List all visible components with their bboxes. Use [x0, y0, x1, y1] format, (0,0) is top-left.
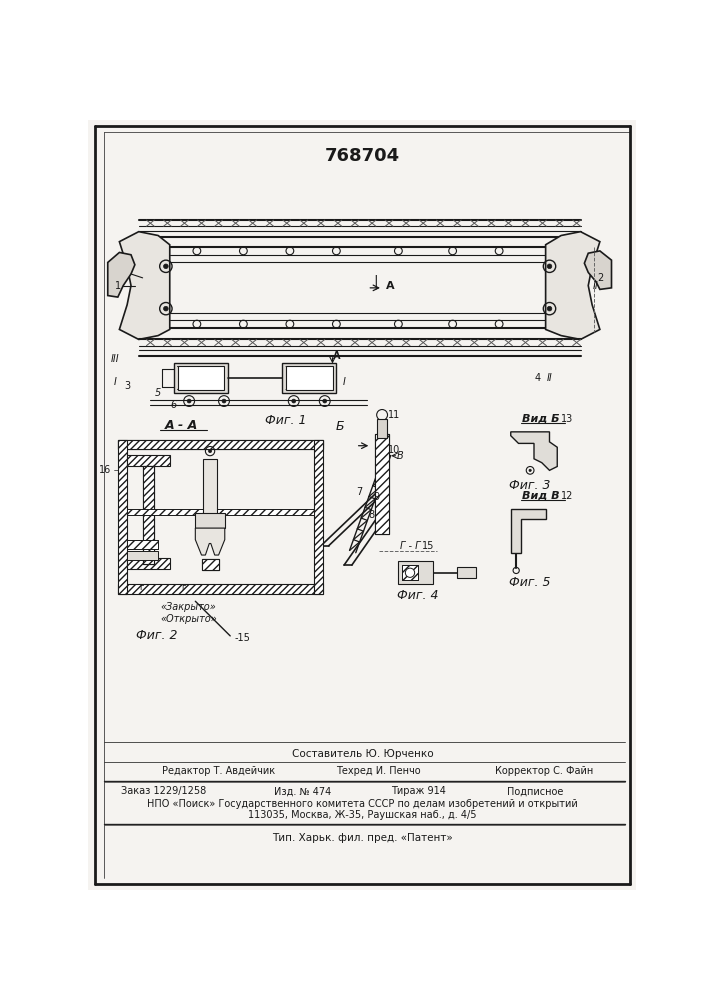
Polygon shape: [585, 251, 612, 289]
Text: НПО «Поиск» Государственного комитета СССР по делам изобретений и открытий: НПО «Поиск» Государственного комитета СС…: [147, 799, 578, 809]
Text: -15: -15: [234, 633, 250, 643]
Circle shape: [529, 469, 531, 472]
Text: 6: 6: [170, 400, 177, 410]
Bar: [118, 440, 323, 449]
Text: Корректор С. Файн: Корректор С. Файн: [495, 766, 593, 776]
Text: г: г: [182, 583, 186, 592]
Text: г: г: [139, 583, 144, 592]
Text: 1: 1: [115, 281, 121, 291]
Bar: [127, 455, 170, 466]
Bar: [118, 440, 127, 594]
Text: 12: 12: [561, 491, 573, 501]
Circle shape: [163, 306, 168, 311]
Text: |: |: [373, 274, 378, 289]
Text: Г - Г: Г - Г: [399, 541, 420, 551]
Text: 2: 2: [597, 273, 603, 283]
Text: I: I: [343, 377, 346, 387]
Bar: [201, 559, 218, 570]
Text: Редактор Т. Авдейчик: Редактор Т. Авдейчик: [162, 766, 275, 776]
Text: 16: 16: [100, 465, 112, 475]
Text: 11: 11: [388, 410, 401, 420]
Bar: [286, 366, 332, 389]
Text: 8: 8: [368, 510, 374, 520]
Polygon shape: [119, 232, 170, 339]
Bar: [457, 567, 476, 578]
Polygon shape: [107, 252, 135, 297]
Text: Фиг. 3: Фиг. 3: [509, 479, 551, 492]
Bar: [127, 551, 158, 560]
Text: 13: 13: [561, 414, 573, 424]
Bar: [378, 419, 387, 438]
Text: «Закрыто»: «Закрыто»: [160, 602, 216, 612]
Text: Фиг. 5: Фиг. 5: [509, 576, 551, 588]
Circle shape: [292, 399, 296, 403]
Text: 15: 15: [421, 541, 434, 551]
Polygon shape: [510, 432, 557, 470]
Bar: [174, 363, 228, 393]
Polygon shape: [546, 232, 600, 339]
Text: Составитель Ю. Юрченко: Составитель Ю. Юрченко: [292, 749, 433, 759]
Text: А - А: А - А: [164, 419, 197, 432]
Text: Тип. Харьк. фил. пред. «Патент»: Тип. Харьк. фил. пред. «Патент»: [272, 833, 453, 843]
Text: Подписное: Подписное: [507, 786, 563, 796]
Text: III: III: [111, 354, 119, 364]
Circle shape: [323, 399, 327, 403]
Text: A: A: [386, 281, 395, 291]
Text: 768704: 768704: [325, 147, 400, 165]
Polygon shape: [510, 509, 546, 553]
Bar: [127, 509, 314, 515]
Text: «Открыто»: «Открыто»: [160, 614, 217, 624]
Bar: [118, 584, 323, 594]
Text: Изд. № 474: Изд. № 474: [274, 786, 332, 796]
Circle shape: [547, 264, 552, 269]
Circle shape: [209, 450, 211, 453]
Bar: [127, 540, 158, 549]
Text: 9: 9: [373, 492, 380, 502]
Bar: [402, 565, 418, 580]
Text: 4: 4: [534, 373, 541, 383]
Text: Техред И. Пенчо: Техред И. Пенчо: [337, 766, 421, 776]
Text: Вид Б: Вид Б: [522, 414, 560, 424]
Bar: [177, 366, 224, 389]
Text: Вид В: Вид В: [522, 491, 560, 501]
Circle shape: [547, 306, 552, 311]
Bar: [127, 540, 158, 549]
Circle shape: [405, 568, 414, 577]
Text: 3: 3: [124, 381, 130, 391]
Text: II: II: [547, 373, 552, 383]
Text: 10: 10: [388, 445, 401, 455]
Text: Б: Б: [336, 420, 344, 433]
Bar: [282, 363, 337, 393]
Bar: [398, 561, 433, 584]
Bar: [314, 440, 323, 594]
Bar: [118, 440, 323, 449]
Text: 7: 7: [356, 487, 363, 497]
Text: II: II: [593, 281, 599, 291]
Bar: [143, 466, 154, 564]
Bar: [143, 466, 154, 564]
Text: Тираж 914: Тираж 914: [391, 786, 445, 796]
Circle shape: [222, 399, 226, 403]
Bar: [127, 558, 170, 569]
Bar: [375, 434, 389, 534]
Text: Фиг. 4: Фиг. 4: [397, 589, 438, 602]
Bar: [375, 434, 389, 534]
Bar: [201, 559, 218, 570]
Text: Фиг. 1: Фиг. 1: [265, 414, 307, 427]
Text: В: В: [397, 451, 403, 461]
Polygon shape: [195, 528, 225, 555]
Circle shape: [163, 264, 168, 269]
Circle shape: [187, 399, 191, 403]
Text: I: I: [114, 377, 117, 387]
Bar: [195, 513, 225, 528]
Text: 113035, Москва, Ж-35, Раушская наб., д. 4/5: 113035, Москва, Ж-35, Раушская наб., д. …: [248, 810, 477, 820]
Text: Заказ 1229/1258: Заказ 1229/1258: [121, 786, 206, 796]
Bar: [203, 459, 217, 520]
Text: 5: 5: [155, 388, 161, 398]
Bar: [402, 565, 418, 580]
Text: A: A: [332, 351, 340, 361]
Text: Фиг. 2: Фиг. 2: [136, 629, 177, 642]
